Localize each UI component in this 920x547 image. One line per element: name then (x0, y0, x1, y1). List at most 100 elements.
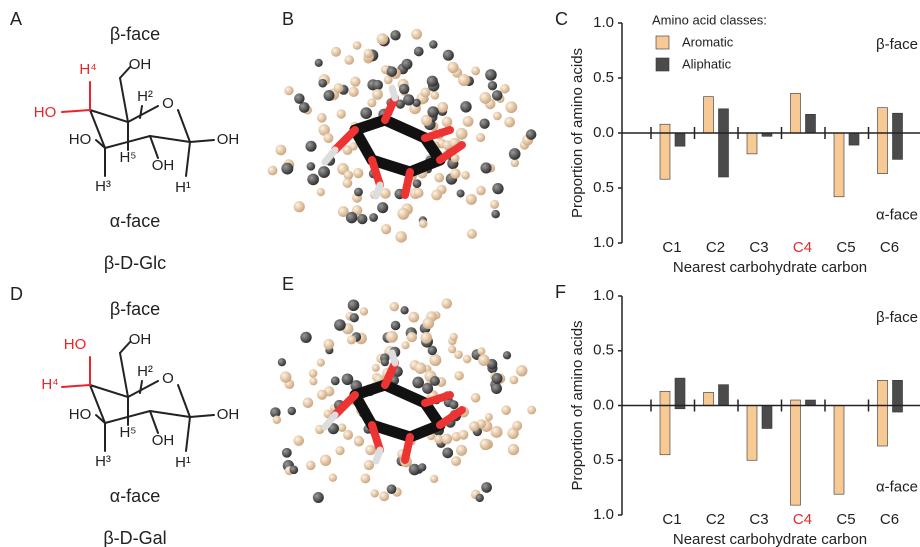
residue-sphere (391, 321, 401, 331)
atom-label: HO (69, 406, 92, 423)
residue-sphere (343, 178, 353, 188)
residue-sphere (407, 332, 417, 342)
residue-sphere (476, 186, 486, 196)
residue-sphere (379, 491, 389, 501)
ring-stick (385, 120, 425, 138)
bar (660, 124, 670, 133)
residue-sphere (508, 444, 519, 455)
bond (128, 106, 158, 122)
residue-sphere (276, 145, 287, 156)
residue-sphere (475, 494, 483, 502)
y-tick-label: 1.0 (593, 506, 614, 523)
x-tick-label: C3 (749, 511, 768, 528)
face-annotation: α-face (876, 479, 918, 496)
residue-sphere (354, 188, 363, 197)
residue-sphere (485, 69, 497, 81)
residue-sphere (323, 133, 333, 143)
residue-sphere (442, 117, 453, 128)
bond (190, 140, 214, 142)
atom-label: HO (64, 336, 87, 353)
face-label: α-face (110, 486, 160, 506)
residue-sphere (457, 189, 465, 197)
y-tick-label: 0.5 (593, 69, 614, 86)
bond (178, 385, 190, 417)
residue-sphere (315, 59, 323, 67)
residue-sphere (504, 117, 515, 128)
residue-sphere (348, 299, 360, 311)
bar (719, 385, 729, 406)
residue-sphere (309, 377, 317, 385)
bar (834, 406, 844, 495)
residue-sphere (526, 129, 537, 140)
residue-sphere (323, 339, 334, 350)
residue-sphere (360, 107, 372, 119)
residue-sphere (414, 47, 424, 57)
residue-sphere (419, 219, 428, 228)
residue-sphere (491, 426, 503, 438)
bar (849, 133, 859, 145)
residue-sphere (329, 474, 337, 482)
bar (660, 391, 670, 405)
residue-sphere (305, 141, 316, 152)
residue-sphere (273, 415, 282, 424)
residue-sphere (335, 446, 344, 455)
residue-sphere (389, 302, 398, 311)
molecule-render (270, 298, 536, 503)
atom-label: OH (152, 157, 175, 174)
bar (893, 380, 903, 405)
residue-sphere (516, 365, 527, 376)
face-annotation: β-face (876, 309, 918, 326)
bond (186, 417, 190, 451)
residue-sphere (449, 400, 458, 409)
atom-label: H³ (95, 453, 111, 470)
residue-sphere (466, 194, 477, 205)
residue-sphere (450, 168, 460, 178)
residue-sphere (401, 341, 409, 349)
residue-sphere (331, 376, 340, 385)
residue-sphere (463, 355, 472, 364)
residue-sphere (334, 83, 344, 93)
atom-label: H³ (95, 178, 111, 195)
residue-sphere (422, 383, 433, 394)
residue-sphere (318, 166, 330, 178)
residue-sphere (479, 92, 491, 104)
residue-sphere (338, 423, 347, 432)
residue-sphere (485, 413, 493, 421)
bar (675, 378, 685, 405)
residue-sphere (293, 435, 304, 446)
legend-title: Amino acid classes: (652, 12, 767, 27)
bond (150, 411, 190, 417)
atom-label: H² (137, 363, 153, 380)
residue-sphere (381, 224, 391, 234)
bond (120, 78, 128, 122)
x-tick-label: C1 (662, 239, 681, 256)
residue-sphere (480, 439, 491, 450)
bond (62, 385, 90, 387)
residue-sphere (527, 406, 536, 415)
bar (791, 400, 801, 405)
atom-label: OH (152, 432, 175, 449)
residue-sphere (364, 49, 373, 58)
x-tick-label: C1 (662, 511, 681, 528)
x-tick-label: C6 (880, 239, 899, 256)
x-tick-label: C5 (836, 511, 855, 528)
bond (120, 353, 128, 397)
atom-label: O (162, 95, 174, 112)
panel-letter: A (10, 9, 22, 29)
molecule-render (268, 29, 537, 243)
residue-sphere (365, 445, 376, 456)
residue-sphere (334, 319, 346, 331)
y-tick-label: 1.0 (593, 234, 614, 251)
figure: Aβ-faceα-faceβ-D-GlcH⁴HOOHH²OHOOHH⁵OHH³H… (0, 0, 920, 547)
bar (893, 113, 903, 133)
residue-sphere (414, 188, 424, 198)
residue-sphere (369, 213, 378, 222)
residue-sphere (403, 94, 414, 105)
bar (878, 108, 888, 133)
y-axis-label: Proportion of amino acids (569, 48, 586, 218)
residue-sphere (354, 436, 364, 446)
residue-sphere (463, 116, 474, 127)
panel-letter: C (555, 9, 568, 29)
sugar-name: β-D-Gal (103, 528, 166, 547)
bar (791, 406, 801, 506)
